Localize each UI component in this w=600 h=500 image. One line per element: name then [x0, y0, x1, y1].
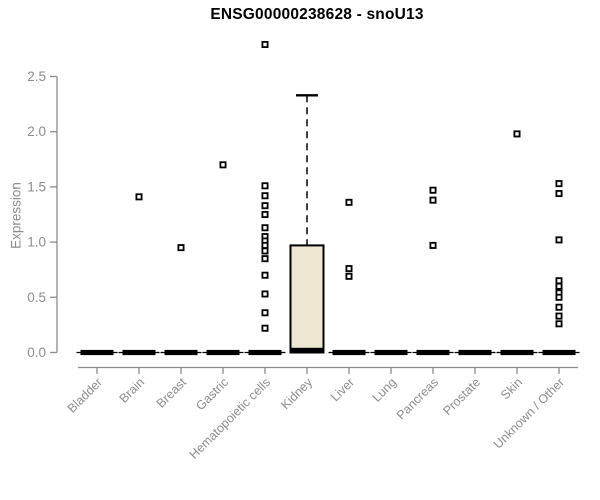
median-bar	[500, 349, 534, 356]
median-bar	[290, 347, 324, 353]
y-tick-label: 1.5	[27, 179, 46, 194]
outlier-point	[261, 271, 269, 279]
outlier-point	[345, 198, 353, 206]
y-tick-label: 0.5	[27, 290, 46, 305]
outlier-point	[219, 161, 227, 169]
outlier-point	[345, 265, 353, 273]
median-bar	[458, 349, 492, 356]
outlier-point	[555, 293, 563, 301]
outlier-point	[261, 210, 269, 218]
outlier-point	[555, 282, 563, 290]
outlier-point	[261, 192, 269, 200]
x-tick-label: Hematopoietic cells	[187, 375, 274, 462]
box	[289, 244, 325, 354]
median-bar	[416, 349, 450, 356]
outlier-point	[261, 202, 269, 210]
outlier-point	[513, 130, 521, 138]
median-bar	[206, 349, 240, 356]
y-axis-label: Expression	[8, 182, 24, 249]
outlier-point	[135, 193, 143, 201]
x-tick-label: Liver	[328, 375, 357, 404]
outlier-point	[261, 290, 269, 298]
x-tick-label: Unknown / Other	[491, 375, 567, 451]
outlier-point	[261, 182, 269, 190]
x-tick-label: Lung	[370, 375, 400, 405]
outlier-point	[555, 180, 563, 188]
outlier-point	[429, 241, 437, 249]
outlier-point	[261, 40, 269, 48]
outlier-point	[429, 196, 437, 204]
chart-title: ENSG00000238628 - snoU13	[210, 6, 424, 23]
y-tick-label: 1.0	[27, 235, 46, 250]
y-tick-label: 2.0	[27, 124, 46, 139]
outlier-point	[555, 312, 563, 320]
outlier-point	[261, 324, 269, 332]
outlier-point	[261, 247, 269, 255]
x-tick-label: Kidney	[278, 375, 315, 412]
median-bar	[122, 349, 156, 356]
outlier-point	[429, 186, 437, 194]
outlier-point	[261, 309, 269, 317]
x-tick-label: Bladder	[65, 375, 105, 415]
median-bar	[542, 349, 576, 356]
median-bar	[248, 349, 282, 356]
x-tick-label: Brain	[117, 375, 148, 406]
outlier-point	[555, 277, 563, 285]
x-tick-label: Pancreas	[394, 375, 441, 422]
median-bar	[164, 349, 198, 356]
outlier-point	[177, 244, 185, 252]
y-tick-label: 0.0	[27, 345, 46, 360]
x-tick-label: Breast	[154, 375, 190, 411]
outlier-point	[261, 255, 269, 263]
median-bar	[80, 349, 114, 356]
outlier-point	[261, 224, 269, 232]
outlier-point	[345, 272, 353, 280]
median-bar	[374, 349, 408, 356]
x-tick-label: Gastric	[193, 375, 231, 413]
outlier-point	[555, 190, 563, 198]
outlier-point	[555, 236, 563, 244]
outlier-point	[555, 303, 563, 311]
x-tick-label: Skin	[498, 375, 525, 402]
median-bar	[332, 349, 366, 356]
outlier-point	[555, 320, 563, 328]
x-tick-label: Prostate	[440, 375, 483, 418]
outlier-point	[261, 241, 269, 249]
y-tick-label: 2.5	[27, 69, 46, 84]
